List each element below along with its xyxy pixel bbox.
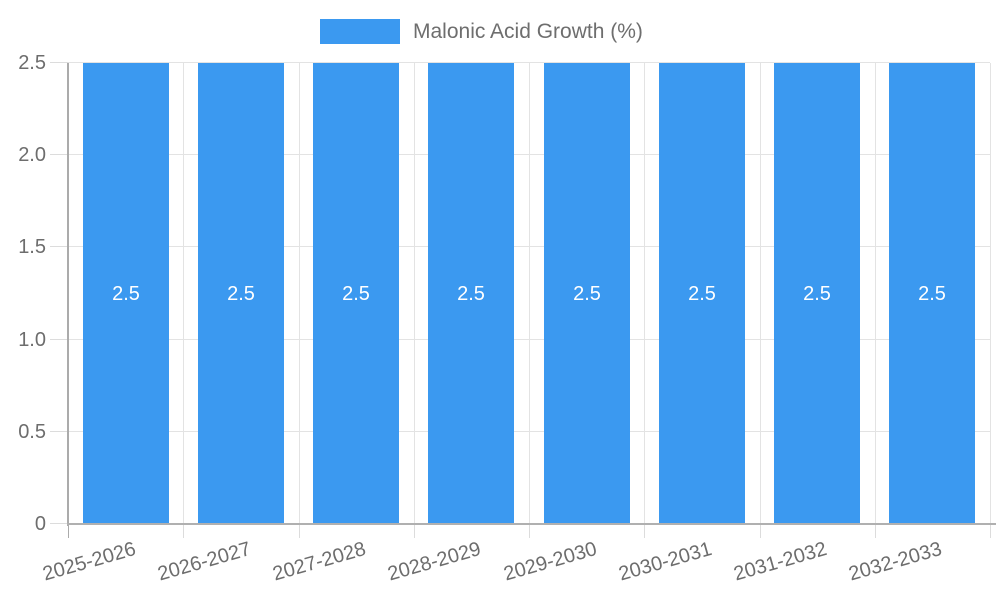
bar[interactable] <box>198 63 284 524</box>
x-axis-tick <box>760 524 761 538</box>
v-gridline <box>875 63 876 524</box>
y-tick-label: 1.5 <box>18 236 46 258</box>
x-axis-line <box>67 523 996 525</box>
y-axis-tick <box>50 246 68 247</box>
v-gridline <box>414 63 415 524</box>
bar[interactable] <box>83 63 169 524</box>
legend-label: Malonic Acid Growth (%) <box>413 20 643 43</box>
y-tick-label: 1.0 <box>18 329 46 351</box>
legend-item[interactable]: Malonic Acid Growth (%) <box>320 19 643 44</box>
bar[interactable] <box>659 63 745 524</box>
y-tick-label: 2.5 <box>18 52 46 74</box>
v-gridline <box>299 63 300 524</box>
y-axis-line <box>67 63 69 526</box>
y-tick-label: 0 <box>34 513 46 535</box>
y-axis-tick <box>50 523 68 524</box>
x-axis-tick <box>299 524 300 538</box>
bar[interactable] <box>428 63 514 524</box>
x-axis-tick <box>990 524 991 538</box>
y-axis-tick <box>50 339 68 340</box>
y-tick-label: 0.5 <box>18 421 46 443</box>
v-gridline <box>990 63 991 524</box>
y-axis-tick <box>50 154 68 155</box>
bar[interactable] <box>544 63 630 524</box>
x-axis-tick <box>183 524 184 538</box>
x-axis-tick <box>414 524 415 538</box>
y-tick-label: 2.0 <box>18 144 46 166</box>
v-gridline <box>529 63 530 524</box>
x-axis-tick <box>875 524 876 538</box>
bar[interactable] <box>774 63 860 524</box>
x-axis-tick <box>68 524 69 538</box>
bar[interactable] <box>313 63 399 524</box>
x-axis-tick <box>529 524 530 538</box>
h-gridline <box>68 62 990 63</box>
x-axis-tick <box>644 524 645 538</box>
legend-swatch <box>320 19 400 44</box>
v-gridline <box>644 63 645 524</box>
bar[interactable] <box>889 63 975 524</box>
y-axis-tick <box>50 62 68 63</box>
y-axis-tick <box>50 431 68 432</box>
v-gridline <box>183 63 184 524</box>
v-gridline <box>760 63 761 524</box>
